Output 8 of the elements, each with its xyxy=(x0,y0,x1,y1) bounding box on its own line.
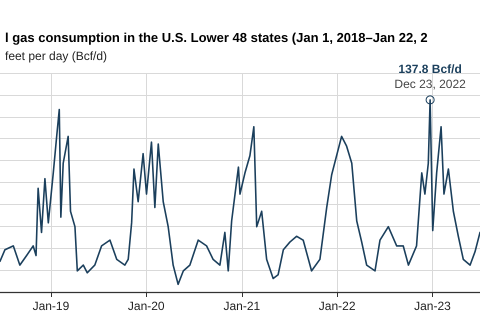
annotation: 137.8 Bcf/d Dec 23, 2022 xyxy=(394,62,466,91)
x-tick-label: Jan-21 xyxy=(223,299,260,313)
chart-subtitle: feet per day (Bcf/d) xyxy=(5,49,108,63)
x-tick-label: Jan-19 xyxy=(32,299,70,313)
x-tick-label: Jan-23 xyxy=(414,299,452,313)
x-tick-label: Jan-20 xyxy=(128,299,165,313)
chart-title: l gas consumption in the U.S. Lower 48 states (Jan 1, 2018–Jan 22, 2 xyxy=(5,30,428,45)
x-tick-label: Jan-22 xyxy=(318,299,356,313)
